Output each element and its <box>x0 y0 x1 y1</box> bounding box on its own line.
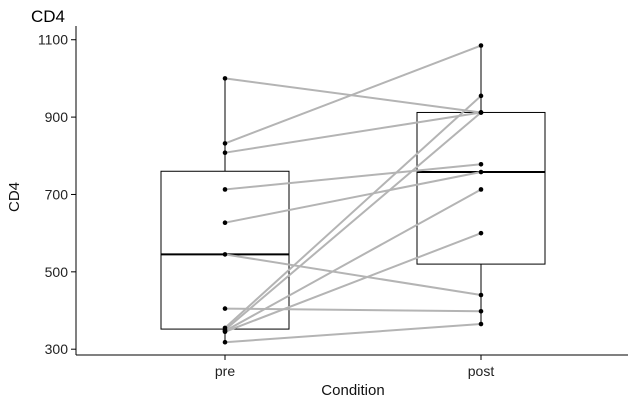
pair-line-2 <box>224 44 482 145</box>
point-post-6 <box>478 292 484 298</box>
point-pre-12 <box>222 339 228 345</box>
point-pre-2 <box>222 141 228 146</box>
point-post-5 <box>478 169 484 175</box>
point-post-9 <box>478 110 484 115</box>
point-pre-3 <box>222 150 228 155</box>
point-post-10 <box>478 187 484 192</box>
x-tick-label-pre: pre <box>215 363 235 379</box>
point-post-11 <box>478 230 484 236</box>
pair-line-8 <box>224 95 482 329</box>
point-pre-6 <box>222 252 228 257</box>
point-pre-5 <box>222 220 228 226</box>
pair-line-6 <box>224 253 482 297</box>
pair-line-4 <box>224 163 482 191</box>
x-axis-title: Condition <box>321 382 384 399</box>
point-post-4 <box>478 161 484 167</box>
y-tick-label-700: 700 <box>45 186 69 202</box>
point-post-12 <box>478 321 484 327</box>
point-post-2 <box>478 43 484 48</box>
pair-line-7 <box>224 307 482 313</box>
pair-line-12 <box>224 323 482 344</box>
x-tick-label-post: post <box>468 363 495 379</box>
point-pre-1 <box>222 76 228 81</box>
pair-line-5 <box>224 171 482 224</box>
y-tick-label-500: 500 <box>45 264 69 280</box>
pair-line-3 <box>224 111 482 154</box>
pair-line-10 <box>224 188 482 332</box>
pair-line-11 <box>224 232 482 333</box>
y-tick-label-900: 900 <box>45 109 69 125</box>
point-post-7 <box>478 308 484 314</box>
y-tick-label-1100: 1100 <box>38 32 68 48</box>
pair-line-9 <box>224 111 482 331</box>
plot-area: 300 500 700 900 1100 pre post <box>38 26 628 379</box>
chart-title: CD4 <box>31 7 65 26</box>
point-pre-4 <box>222 187 228 192</box>
y-axis-title: CD4 <box>6 182 23 212</box>
y-tick-label-300: 300 <box>45 341 69 357</box>
point-post-8 <box>478 93 484 99</box>
point-pre-7 <box>222 306 228 311</box>
point-pre-11 <box>222 329 228 335</box>
